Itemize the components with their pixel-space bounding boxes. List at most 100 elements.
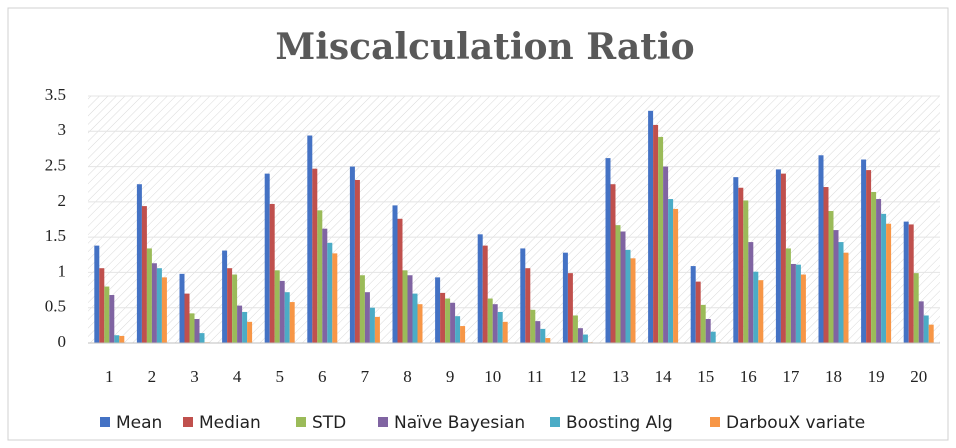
bar bbox=[625, 249, 631, 343]
bar bbox=[477, 234, 483, 343]
x-tick-label: 19 bbox=[868, 367, 885, 386]
bar bbox=[705, 319, 711, 343]
bar bbox=[923, 315, 929, 343]
bar bbox=[828, 211, 834, 343]
bar bbox=[582, 334, 588, 343]
x-tick-label: 20 bbox=[910, 367, 927, 386]
bar bbox=[743, 200, 749, 343]
bar bbox=[460, 326, 466, 343]
bar bbox=[141, 206, 147, 343]
bar bbox=[913, 273, 919, 343]
bar bbox=[871, 191, 877, 343]
x-tick-label: 9 bbox=[446, 367, 455, 386]
bar bbox=[327, 242, 333, 343]
bar bbox=[435, 277, 441, 343]
bar bbox=[156, 268, 162, 343]
bar bbox=[104, 286, 110, 343]
x-tick-label: 12 bbox=[569, 367, 586, 386]
x-tick-label: 2 bbox=[148, 367, 157, 386]
bar bbox=[412, 293, 418, 343]
bar bbox=[184, 293, 190, 343]
bar bbox=[648, 110, 654, 343]
x-tick-label: 7 bbox=[361, 367, 370, 386]
bar bbox=[407, 275, 413, 343]
bar bbox=[673, 208, 679, 343]
x-tick-label: 18 bbox=[825, 367, 842, 386]
bar bbox=[545, 338, 551, 343]
legend-swatch bbox=[378, 417, 388, 427]
bar bbox=[445, 298, 451, 343]
bar bbox=[146, 248, 152, 343]
bar bbox=[397, 218, 403, 343]
bar bbox=[733, 177, 739, 343]
bar bbox=[823, 187, 829, 343]
bar bbox=[455, 316, 461, 343]
x-tick-label: 3 bbox=[190, 367, 199, 386]
bar bbox=[653, 124, 659, 343]
bar bbox=[269, 203, 275, 343]
bar bbox=[450, 302, 456, 343]
bar bbox=[886, 223, 892, 343]
bar bbox=[502, 321, 508, 343]
bar bbox=[222, 250, 228, 343]
bar bbox=[780, 173, 786, 343]
legend-label: Boosting Alg bbox=[566, 413, 673, 433]
bar bbox=[530, 309, 536, 343]
chart-title: Miscalculation Ratio bbox=[275, 26, 694, 68]
bar bbox=[274, 270, 280, 343]
bar bbox=[392, 205, 398, 343]
bar bbox=[748, 242, 754, 343]
bar bbox=[658, 136, 664, 343]
bar bbox=[861, 159, 867, 343]
y-tick-label: 2 bbox=[58, 191, 67, 210]
bar bbox=[199, 333, 205, 343]
x-tick-label: 4 bbox=[233, 367, 242, 386]
bar bbox=[482, 245, 488, 343]
bar bbox=[194, 319, 200, 343]
bar bbox=[264, 173, 270, 343]
bar bbox=[525, 268, 531, 343]
x-tick-label: 15 bbox=[697, 367, 714, 386]
legend-label: DarbouX variate bbox=[726, 413, 865, 433]
bar bbox=[615, 225, 621, 343]
x-tick-label: 14 bbox=[655, 367, 673, 386]
bar bbox=[903, 221, 909, 343]
bar bbox=[876, 199, 882, 343]
legend-swatch bbox=[296, 417, 306, 427]
x-tick-label: 6 bbox=[318, 367, 327, 386]
bar bbox=[497, 311, 503, 343]
bar bbox=[284, 292, 290, 343]
bar bbox=[908, 224, 914, 343]
bar bbox=[881, 213, 887, 343]
bar bbox=[227, 268, 233, 343]
bar bbox=[114, 335, 120, 343]
x-tick-label: 10 bbox=[484, 367, 501, 386]
bar bbox=[818, 155, 824, 343]
bar bbox=[785, 248, 791, 343]
bar bbox=[520, 248, 526, 343]
bar bbox=[567, 273, 573, 343]
bar bbox=[99, 268, 105, 343]
y-tick-label: 0.5 bbox=[45, 297, 66, 316]
bar bbox=[838, 242, 844, 343]
bar bbox=[349, 166, 355, 343]
bar bbox=[535, 321, 541, 343]
bar bbox=[119, 335, 125, 343]
bar bbox=[663, 166, 669, 343]
bar bbox=[487, 298, 493, 343]
legend-swatch bbox=[183, 417, 193, 427]
bar bbox=[369, 307, 375, 343]
bar bbox=[161, 277, 167, 343]
bar bbox=[866, 170, 872, 343]
bar bbox=[833, 230, 839, 343]
bar bbox=[795, 264, 801, 343]
y-tick-label: 1 bbox=[58, 261, 67, 280]
bar bbox=[359, 275, 365, 343]
bar bbox=[562, 252, 568, 343]
x-tick-label: 5 bbox=[275, 367, 284, 386]
bar bbox=[109, 295, 115, 343]
bar bbox=[417, 304, 423, 343]
bar bbox=[918, 301, 924, 343]
legend-label: Median bbox=[199, 413, 261, 433]
